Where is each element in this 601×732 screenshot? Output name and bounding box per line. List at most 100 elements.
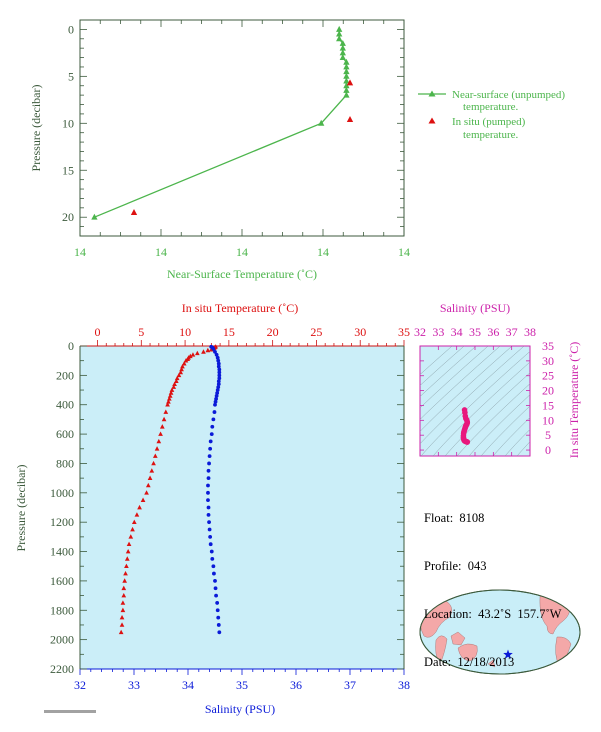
density-contour [420,351,530,456]
footer-mark [44,710,96,713]
ts-temperature-tick-label: 10 [542,413,554,427]
in-situ-point [130,209,138,215]
salinity-point [209,549,214,554]
near-surface-point [343,77,350,84]
salinity-point [217,367,222,372]
salinity-point [207,461,211,466]
salinity-point [206,468,211,473]
density-contour [516,441,530,456]
salinity-point [213,349,217,354]
temperature-point [154,446,160,451]
salinity-point [215,601,220,605]
temperature-tick-label: 20 [267,325,279,339]
ts-temperature-axis-label: In situ Temperature (˚C) [567,342,581,459]
temperature-point [158,431,163,436]
pressure-tick-label: 2000 [50,633,74,647]
temperature-point [172,381,177,386]
near-surface-point [91,213,98,220]
near-surface-point [343,72,350,79]
temperature-point [145,482,151,488]
y-tick-label: 0 [68,22,74,36]
temperature-point [169,387,175,392]
salinity-point [207,454,212,459]
ts-salinity-tick-label: 35 [469,325,481,339]
star-icon [503,649,513,659]
ts-temperature-tick-label: 25 [542,369,554,383]
salinity-point [213,586,218,591]
temperature-point [125,548,131,554]
temperature-point [183,358,189,363]
profile-number: Profile: 043 [424,559,487,573]
temperature-point [173,378,179,384]
pressure-tick-label: 800 [56,456,74,470]
ts-marks [460,407,471,445]
near-surface-x-ticks: 14 14 14 14 14 [74,20,410,259]
pressure-tick-label: 200 [56,368,74,382]
near-surface-point [339,44,346,51]
salinity-point [206,505,211,510]
pressure-tick-label: 1000 [50,486,74,500]
near-surface-point [339,54,346,61]
temperature-point [124,563,129,569]
salinity-tick-label: 34 [182,678,194,692]
near-surface-point [343,82,350,89]
salinity-tick-label: 35 [236,678,248,692]
salinity-point [216,358,221,363]
temperature-point [195,350,200,356]
salinity-point [211,347,216,351]
temperature-point [166,399,171,404]
temperature-point [119,622,125,627]
density-contour [432,361,530,456]
density-contour [420,346,525,445]
salinity-point [215,391,220,395]
temperature-point [151,460,156,466]
pressure-tick-label: 1600 [50,574,74,588]
temperature-point [130,526,135,532]
location: Location: 43.2˚S 157.7˚W [424,607,562,621]
temperature-point [131,519,137,525]
pressure-tick-label: 1200 [50,515,74,529]
salinity-point [211,564,216,569]
temperature-point [121,592,127,598]
map-land-australia [457,643,478,662]
near-surface-point [343,86,350,93]
x-tick-label: 14 [74,245,86,259]
density-contour [420,346,501,420]
ts-temperature-tick-label: 20 [542,384,554,398]
pressure-tick-label: 600 [56,427,74,441]
near-surface-x-axis-label: Near-Surface Temperature (˚C) [167,267,317,281]
salinity-point [217,373,222,378]
profile-y-ticks: 0 200 400 600 800 1000 1200 1400 1600 1800 2000 220… [50,339,404,676]
ts-salinity-tick-label: 38 [524,325,536,339]
ts-point [464,439,471,445]
near-surface-plot-frame [79,19,405,237]
temperature-point [161,416,167,422]
map-landmasses [420,595,572,669]
salinity-point [210,424,215,429]
temperature-point [171,384,177,389]
temperature-point [166,396,172,401]
salinity-point [214,396,218,401]
x-tick-label: 14 [155,245,167,259]
temperature-point [174,375,180,381]
salinity-point [208,446,213,451]
density-contour [492,417,530,456]
ts-salinity-tick-label: 37 [506,325,518,339]
profile-y-axis-label: Pressure (decibar) [14,465,28,552]
map-land-indonesia [450,631,466,646]
temperature-point [124,556,130,561]
salinity-point [215,355,220,360]
ts-temperature-tick-label: 5 [545,428,551,442]
temperature-tick-label: 35 [398,325,410,339]
temperature-point [180,363,185,369]
salinity-tick-label: 36 [290,678,302,692]
pressure-tick-label: 1400 [50,545,74,559]
salinity-point [206,483,210,488]
near-surface-point [336,25,343,32]
salinity-point [206,476,211,481]
salinity-point [216,379,221,384]
near-surface-point [336,30,343,37]
temperature-point [152,453,158,458]
